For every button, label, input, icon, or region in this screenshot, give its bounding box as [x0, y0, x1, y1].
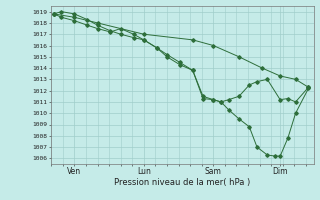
X-axis label: Pression niveau de la mer( hPa ): Pression niveau de la mer( hPa ): [114, 178, 251, 187]
